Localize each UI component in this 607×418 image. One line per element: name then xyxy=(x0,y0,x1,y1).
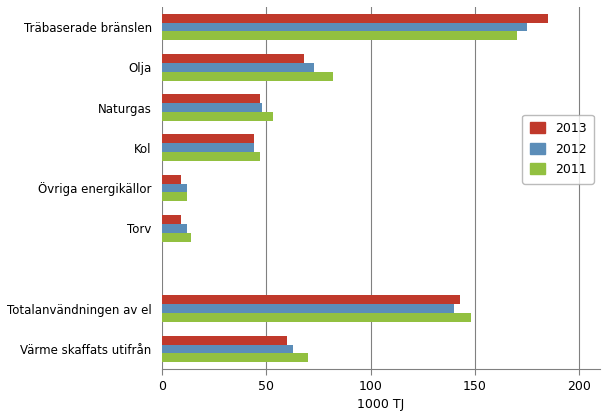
Bar xyxy=(162,313,471,322)
Bar xyxy=(162,192,187,201)
Bar xyxy=(162,296,460,304)
Bar xyxy=(162,215,181,224)
Bar xyxy=(162,63,314,72)
Bar xyxy=(162,184,187,192)
Bar xyxy=(162,112,273,121)
Bar xyxy=(162,72,333,81)
Bar xyxy=(162,304,454,313)
Bar xyxy=(162,54,304,63)
Bar xyxy=(162,23,527,31)
Bar xyxy=(162,31,517,41)
Bar xyxy=(162,344,294,353)
Bar xyxy=(162,94,260,103)
Bar xyxy=(162,103,262,112)
Bar xyxy=(162,233,191,242)
Bar xyxy=(162,336,287,344)
Bar xyxy=(162,353,308,362)
Bar xyxy=(162,14,548,23)
Bar xyxy=(162,152,260,161)
Bar xyxy=(162,143,254,152)
X-axis label: 1000 TJ: 1000 TJ xyxy=(358,398,405,411)
Bar xyxy=(162,135,254,143)
Legend: 2013, 2012, 2011: 2013, 2012, 2011 xyxy=(522,115,594,184)
Bar xyxy=(162,224,187,233)
Bar xyxy=(162,175,181,184)
